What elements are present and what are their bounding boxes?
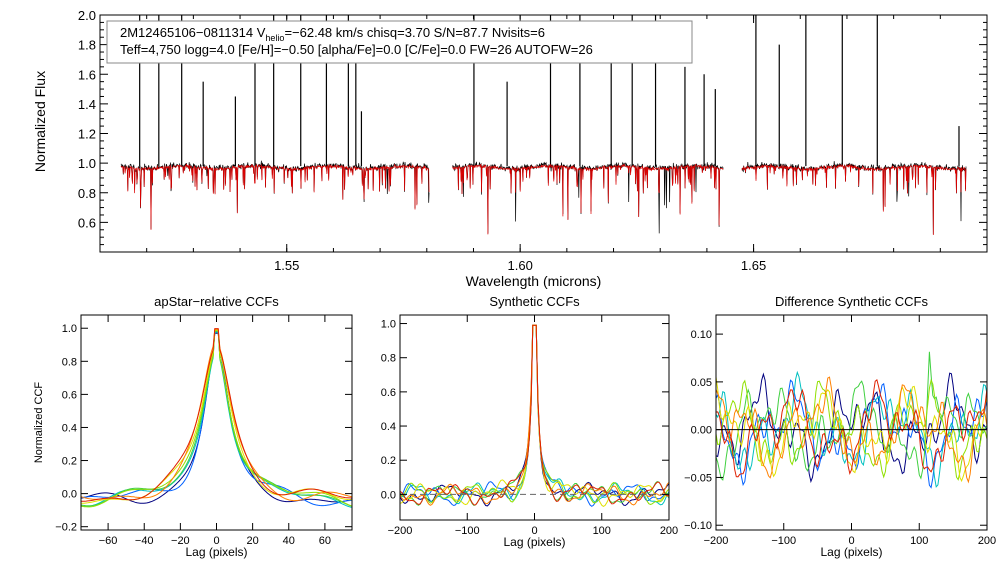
y-tick-label: 1.2	[78, 127, 96, 142]
panel-title: apStar−relative CCFs	[154, 294, 279, 309]
ccf-series-line	[81, 332, 352, 504]
y-tick-label: 0.4	[381, 421, 396, 433]
ccf-series-line	[400, 324, 669, 506]
y-tick-label: −0.2	[55, 522, 77, 534]
y-tick-label: 2.0	[78, 8, 96, 23]
observed-spectrum-line	[120, 160, 430, 229]
ccf-series-line	[400, 324, 669, 507]
y-tick-label: 0.0	[381, 489, 396, 501]
y-tick-label: 1.0	[78, 156, 96, 171]
y-tick-label: −0.05	[684, 472, 712, 484]
y-tick-label: 0.2	[381, 455, 396, 467]
x-tick-label: 100	[593, 525, 611, 537]
y-axis-label: Normalized CCF	[33, 382, 45, 464]
y-tick-label: 0.8	[78, 186, 96, 201]
y-tick-label: 0.2	[62, 456, 77, 468]
ccf-series-line	[400, 324, 669, 506]
x-tick-label: 200	[660, 525, 678, 537]
info-line-2: Teff=4,750 logg=4.0 [Fe/H]=−0.50 [alpha/…	[120, 42, 593, 57]
x-tick-label: 0	[213, 535, 219, 547]
y-tick-label: 0.6	[62, 389, 77, 401]
y-tick-label: 0.0	[62, 489, 77, 501]
ccf-series-line	[400, 324, 669, 506]
y-tick-label: 0.05	[691, 377, 712, 389]
x-tick-label: −60	[99, 535, 118, 547]
ccf-series-line	[81, 330, 352, 508]
y-tick-label: 1.8	[78, 38, 96, 53]
ccf-series-line	[81, 330, 352, 507]
x-tick-label: −200	[704, 535, 729, 547]
x-tick-label: −100	[455, 525, 480, 537]
info-line-1-prefix: 2M12465106−0811314 V	[120, 25, 266, 40]
spectrum-panel: 0.6 0.8 1.0 1.2 1.4 1.6 1.8 2.0 1.55 1.60 1.65 Wave…	[32, 8, 988, 289]
y-tick-label: 1.0	[381, 319, 396, 331]
ccf-series-line	[81, 332, 352, 507]
model-spectrum-line	[120, 163, 430, 230]
y-tick-label: 0.10	[691, 329, 712, 341]
apstar-ccf-panel: −0.2 0.0 0.2 0.4 0.6 0.8 1.0 −60 −40 −20 0 20 40 60 ap…	[33, 294, 353, 559]
ccf-series-line	[81, 328, 352, 502]
y-tick-label: 0.8	[62, 356, 77, 368]
y-tick-label: 0.8	[381, 353, 396, 365]
model-spectrum-line	[741, 163, 967, 236]
x-tick-label: −40	[135, 535, 154, 547]
y-tick-label: 1.0	[62, 323, 77, 335]
ccf-series-line	[400, 324, 669, 507]
x-axis-label: Lag (pixels)	[820, 545, 882, 559]
y-tick-label: 0.6	[381, 387, 396, 399]
info-box	[106, 20, 693, 64]
x-tick-label: −100	[771, 535, 796, 547]
x-axis-label: Lag (pixels)	[503, 535, 565, 549]
ccf-series-line	[716, 379, 987, 478]
y-tick-label: 1.4	[78, 97, 96, 112]
ccf-series-line	[400, 324, 669, 507]
ccf-series-line	[716, 376, 987, 484]
ccf-series-line	[81, 329, 352, 504]
synthetic-ccf-panel: 0.0 0.2 0.4 0.6 0.8 1.0 −200 −100 0 100 200 Synthet…	[381, 294, 678, 549]
x-tick-label: 60	[319, 535, 331, 547]
info-line-1-suffix: =−62.48 km/s chisq=3.70 S/N=87.7 Nvisits…	[284, 25, 545, 40]
panel-frame	[715, 314, 988, 531]
ccf-series-line	[81, 331, 352, 508]
x-tick-label: 200	[978, 535, 996, 547]
info-line-1: 2M12465106−0811314 Vhelio=−62.48 km/s ch…	[120, 25, 545, 43]
x-tick-label: 100	[910, 535, 928, 547]
y-tick-label: 0.6	[78, 215, 96, 230]
x-tick-label: 1.60	[508, 258, 533, 273]
ccf-series-line	[400, 324, 669, 506]
x-tick-label: 0	[531, 525, 537, 537]
x-axis-label: Wavelength (microns)	[466, 273, 602, 289]
info-line-1-subscript: helio	[265, 33, 284, 43]
model-spectrum-line	[452, 163, 724, 235]
ccf-series-line	[716, 370, 987, 488]
x-tick-label: 20	[247, 535, 259, 547]
y-tick-label: −0.10	[684, 520, 712, 532]
x-tick-label: 1.65	[741, 258, 766, 273]
x-tick-label: 40	[283, 535, 295, 547]
panel-title: Difference Synthetic CCFs	[775, 294, 928, 309]
difference-ccf-panel: −0.10 −0.05 0.00 0.05 0.10 −200 −100 0 100 200 Dif…	[684, 294, 996, 559]
y-axis-label: Normalized Flux	[32, 71, 48, 172]
ccf-series-line	[716, 376, 987, 483]
panel-frame	[399, 314, 670, 521]
x-tick-label: −20	[171, 535, 190, 547]
x-tick-label: −200	[388, 525, 413, 537]
panel-frame	[80, 314, 353, 531]
ccf-series-line	[400, 324, 669, 506]
y-tick-label: 1.6	[78, 67, 96, 82]
observed-spectrum-line	[452, 161, 724, 234]
x-axis-label: Lag (pixels)	[185, 545, 247, 559]
y-tick-label: 0.4	[62, 422, 77, 434]
x-tick-label: 0	[848, 535, 854, 547]
ccf-series-line	[81, 328, 352, 502]
x-tick-label: 1.55	[274, 258, 299, 273]
panel-title: Synthetic CCFs	[489, 294, 580, 309]
y-tick-label: 0.00	[691, 425, 712, 437]
